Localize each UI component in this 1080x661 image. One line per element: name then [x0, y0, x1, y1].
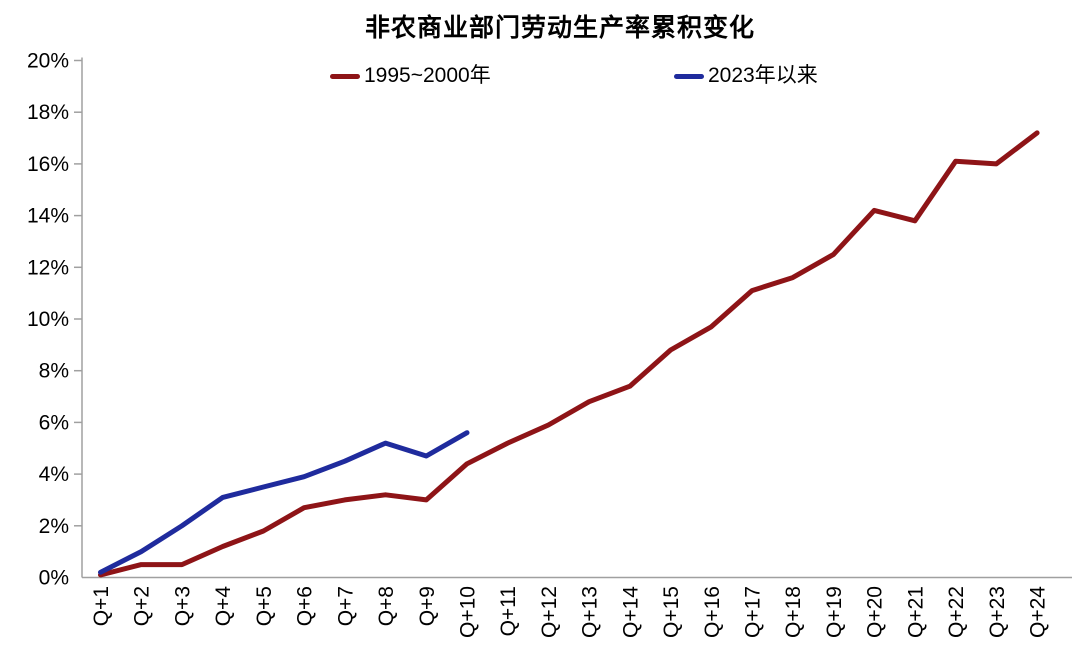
y-tick-label: 14% [27, 205, 69, 228]
chart-title: 非农商业部门劳动生产率累积变化 [364, 14, 755, 42]
x-tick-label: Q+16 [701, 586, 724, 638]
y-tick-label: 4% [39, 463, 69, 486]
x-tick-label: Q+13 [579, 586, 602, 638]
x-tick-label: Q+3 [171, 586, 194, 626]
x-tick-label: Q+23 [986, 586, 1009, 638]
legend-marker-1995-2000-icon [330, 73, 360, 79]
x-tick-label: Q+5 [253, 586, 276, 626]
legend-label-1995-2000: 1995~2000年 [364, 64, 491, 87]
x-tick-label: Q+19 [823, 586, 846, 638]
series-line-2023 [98, 430, 470, 575]
y-tick-label: 18% [27, 101, 69, 124]
y-tick-label: 8% [39, 360, 69, 383]
x-tick-label: Q+22 [945, 586, 968, 638]
x-tick-label: Q+18 [782, 586, 805, 638]
x-tick-label: Q+20 [864, 586, 887, 638]
x-tick-label: Q+9 [416, 586, 439, 626]
x-tick-label: Q+7 [334, 586, 357, 626]
x-tick-label: Q+1 [90, 586, 113, 626]
y-tick-label: 2% [39, 515, 69, 538]
x-tick-label: Q+15 [660, 586, 683, 638]
y-tick-label: 6% [39, 411, 69, 434]
legend-item-2023: 2023年以来 [674, 65, 818, 87]
legend-item-1995-2000: 1995~2000年 [330, 65, 491, 87]
y-tick-label: 20% [27, 50, 69, 73]
x-tick-label: Q+10 [456, 586, 479, 638]
x-tick-label: Q+4 [212, 586, 235, 627]
y-tick-label: 0% [39, 567, 69, 590]
x-tick-label: Q+11 [497, 586, 520, 636]
legend-marker-2023-icon [674, 73, 704, 79]
y-tick-label: 16% [27, 153, 69, 176]
series-line-1995-2000 [98, 130, 1040, 578]
x-tick-label: Q+2 [131, 586, 154, 626]
x-tick-label: Q+8 [375, 586, 398, 626]
x-tick-label: Q+24 [1027, 586, 1050, 638]
x-tick-label: Q+6 [294, 586, 317, 626]
x-tick-label: Q+14 [619, 586, 642, 638]
y-tick-label: 10% [27, 308, 69, 331]
legend-label-2023: 2023年以来 [708, 64, 818, 87]
y-tick-label: 12% [27, 256, 69, 279]
x-tick-label: Q+12 [538, 586, 561, 638]
x-tick-label: Q+17 [742, 586, 765, 638]
x-tick-label: Q+21 [904, 586, 927, 638]
